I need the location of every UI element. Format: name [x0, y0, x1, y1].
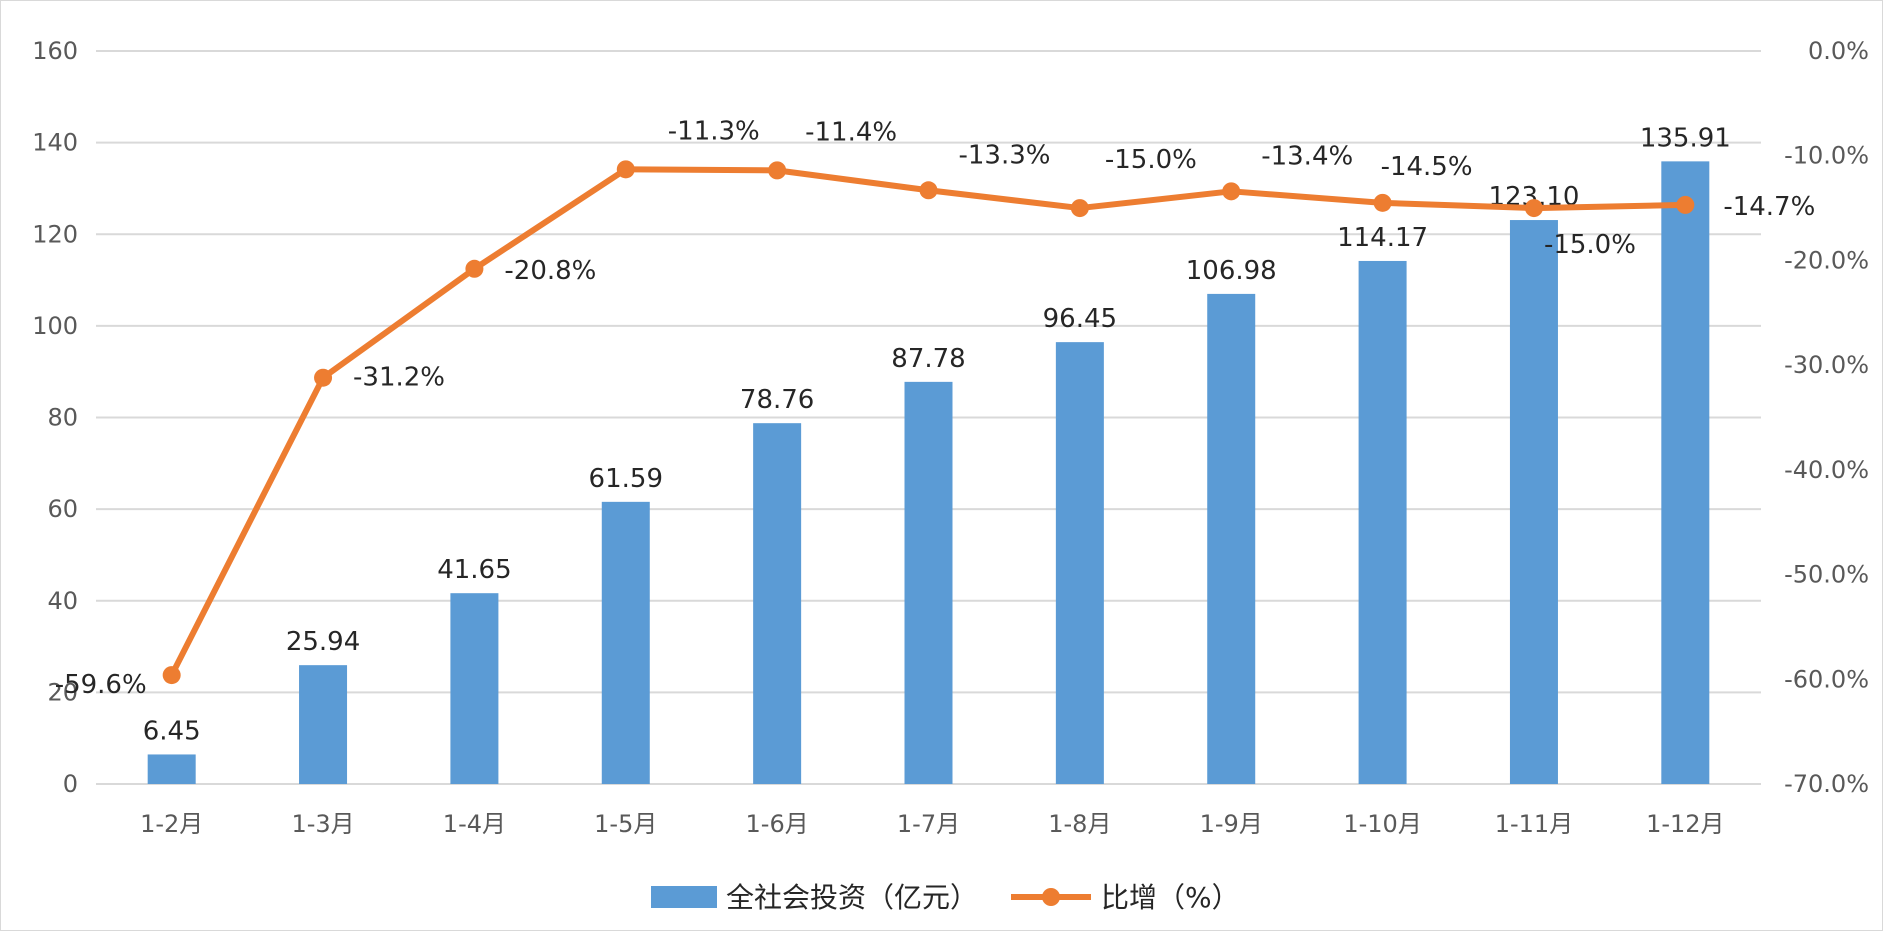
line-point: [616, 160, 635, 179]
line-point: [1373, 193, 1392, 212]
category-label: 1-2月: [140, 810, 203, 838]
line-point: [768, 161, 787, 180]
left-tick-label: 120: [32, 220, 78, 248]
bar: [147, 754, 196, 784]
line-point: [1524, 199, 1543, 218]
line-series: -59.6% -31.2% -20.8% -11.3% -11.4% -13.3% -15.…: [55, 116, 1816, 700]
bar-series: 6.45 25.94 41.65 61.59 78.76 87.78 96.45 106.98…: [143, 123, 1731, 785]
bar: [904, 381, 953, 784]
line-data-label: -13.3%: [959, 140, 1051, 170]
legend-line-label: 比增（%）: [1101, 881, 1240, 914]
left-tick-label: 140: [32, 129, 78, 157]
line-data-label: -11.3%: [668, 116, 760, 146]
left-tick-label: 160: [32, 37, 78, 65]
right-tick-label: -60.0%: [1784, 665, 1869, 693]
line-data-label: -15.0%: [1105, 145, 1197, 175]
bar: [753, 423, 802, 784]
legend-bar-swatch: [651, 886, 717, 908]
line-data-label: -31.2%: [353, 363, 445, 393]
right-tick-label: -40.0%: [1784, 456, 1869, 484]
legend: 全社会投资（亿元） 比增（%）: [651, 881, 1240, 914]
bar-data-label: 25.94: [286, 627, 360, 657]
bar: [1207, 293, 1256, 784]
category-label: 1-3月: [291, 810, 354, 838]
category-label: 1-8月: [1048, 810, 1111, 838]
category-label: 1-4月: [443, 810, 506, 838]
line-data-label: -15.0%: [1544, 230, 1636, 260]
left-axis: 0 20 40 60 80 100 120 140 160: [32, 37, 78, 798]
left-tick-label: 60: [47, 495, 78, 523]
line-data-label: -13.4%: [1261, 141, 1353, 171]
right-tick-label: -30.0%: [1784, 351, 1869, 379]
bar-data-label: 6.45: [143, 716, 201, 746]
right-tick-label: -50.0%: [1784, 561, 1869, 589]
bar: [1661, 161, 1710, 785]
bar: [299, 665, 348, 784]
category-label: 1-10月: [1343, 810, 1421, 838]
bar-data-label: 78.76: [740, 385, 814, 415]
left-tick-label: 40: [47, 587, 78, 615]
right-tick-label: 0.0%: [1808, 37, 1869, 65]
category-label: 1-9月: [1200, 810, 1263, 838]
left-tick-label: 100: [32, 312, 78, 340]
left-tick-label: 0: [63, 770, 78, 798]
line-data-label: -11.4%: [805, 117, 897, 147]
bar-data-label: 87.78: [891, 344, 965, 374]
right-tick-label: -70.0%: [1784, 770, 1869, 798]
line-point: [465, 259, 484, 278]
bar-data-label: 114.17: [1337, 223, 1428, 253]
bar: [450, 593, 499, 784]
line-data-label: -20.8%: [504, 256, 596, 286]
line-point: [314, 368, 333, 387]
line-data-label: -14.7%: [1723, 192, 1815, 222]
bar: [1509, 220, 1558, 785]
right-axis: -70.0% -60.0% -50.0% -40.0% -30.0% -20.0% -10.…: [1784, 37, 1869, 798]
line-point: [919, 181, 938, 200]
bar: [1358, 260, 1407, 784]
bar: [1055, 342, 1104, 784]
legend-line-marker: [1042, 888, 1060, 906]
bar: [601, 501, 650, 784]
line-point: [1070, 199, 1089, 218]
category-label: 1-12月: [1646, 810, 1724, 838]
right-tick-label: -20.0%: [1784, 246, 1869, 274]
line-data-label: -59.6%: [55, 670, 147, 700]
bar-data-label: 96.45: [1043, 304, 1117, 334]
line-point: [1676, 195, 1695, 214]
line-point: [162, 666, 181, 685]
line-data-label: -14.5%: [1381, 152, 1473, 182]
right-tick-label: -10.0%: [1784, 142, 1869, 170]
line-point: [1222, 182, 1241, 201]
bar-data-label: 41.65: [437, 555, 511, 585]
category-label: 1-6月: [746, 810, 809, 838]
left-tick-label: 20: [47, 678, 78, 706]
category-label: 1-11月: [1495, 810, 1573, 838]
bar-data-label: 135.91: [1640, 123, 1731, 153]
legend-bar-label: 全社会投资（亿元）: [726, 881, 978, 914]
category-axis: 1-2月 1-3月 1-4月 1-5月 1-6月 1-7月 1-8月 1-9月 1-10月 1-1…: [140, 810, 1724, 838]
bar-data-label: 106.98: [1186, 256, 1277, 286]
category-label: 1-5月: [594, 810, 657, 838]
left-tick-label: 80: [47, 404, 78, 432]
bar-data-label: 61.59: [589, 464, 663, 494]
category-label: 1-7月: [897, 810, 960, 838]
